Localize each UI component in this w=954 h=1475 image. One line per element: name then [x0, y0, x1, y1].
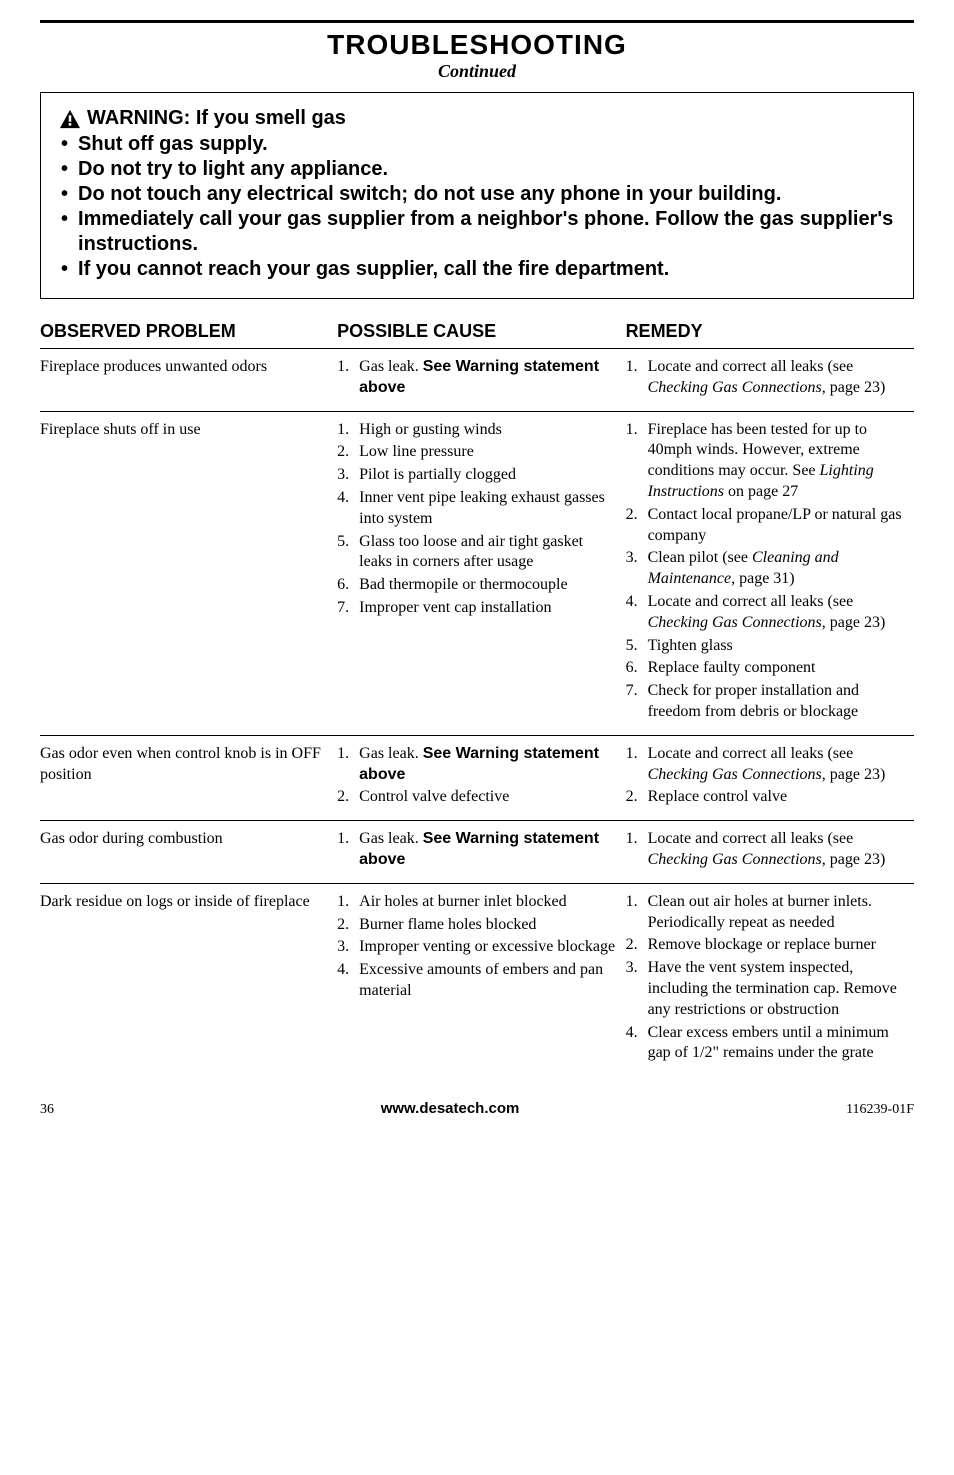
title-block: TROUBLESHOOTING Continued [40, 29, 914, 82]
warning-bullet: If you cannot reach your gas supplier, c… [59, 257, 895, 282]
warning-triangle-icon [59, 109, 81, 129]
remedy-item: Remove blockage or replace burner [626, 935, 914, 956]
remedy-item: Replace faulty component [626, 658, 914, 679]
table-row: Gas odor during combustionGas leak. See … [40, 820, 914, 883]
cause-item: Glass too loose and air tight gasket lea… [337, 532, 615, 574]
page-footer: 36 www.desatech.com 116239-01F [40, 1100, 914, 1118]
cause-item: High or gusting winds [337, 420, 615, 441]
remedy-cell: Locate and correct all leaks (see Checki… [626, 744, 914, 810]
cause-item: Improper vent cap installation [337, 598, 615, 619]
cause-item: Bad thermopile or thermocouple [337, 575, 615, 596]
cause-item: Air holes at burner inlet blocked [337, 892, 615, 913]
problem-cell: Gas odor during combustion [40, 829, 337, 873]
cause-item: Gas leak. See Warning statement above [337, 744, 615, 786]
table-row: Fireplace shuts off in useHigh or gustin… [40, 411, 914, 735]
page-number: 36 [40, 1102, 54, 1118]
remedy-item: Locate and correct all leaks (see Checki… [626, 357, 914, 399]
cause-cell: Gas leak. See Warning statement above [337, 829, 625, 873]
table-row: Gas odor even when control knob is in OF… [40, 735, 914, 820]
remedy-item: Replace control valve [626, 787, 914, 808]
cause-item: Gas leak. See Warning statement above [337, 357, 615, 399]
cause-item: Inner vent pipe leaking exhaust gasses i… [337, 488, 615, 530]
remedy-item: Check for proper installation and freedo… [626, 681, 914, 723]
remedy-item: Have the vent system inspected, includin… [626, 958, 914, 1020]
warning-bullet: Shut off gas supply. [59, 132, 895, 157]
table-header-row: OBSERVED PROBLEM POSSIBLE CAUSE REMEDY [40, 313, 914, 348]
troubleshooting-table-body: Fireplace produces unwanted odorsGas lea… [40, 348, 914, 1076]
subtitle: Continued [40, 61, 914, 82]
problem-cell: Gas odor even when control knob is in OF… [40, 744, 337, 810]
cause-cell: High or gusting windsLow line pressurePi… [337, 420, 625, 725]
remedy-item: Locate and correct all leaks (see Checki… [626, 829, 914, 871]
main-title: TROUBLESHOOTING [40, 29, 914, 61]
doc-number: 116239-01F [846, 1102, 914, 1118]
remedy-item: Locate and correct all leaks (see Checki… [626, 744, 914, 786]
problem-cell: Fireplace produces unwanted odors [40, 357, 337, 401]
cause-item: Pilot is partially clogged [337, 465, 615, 486]
cause-cell: Gas leak. See Warning statement above [337, 357, 625, 401]
warning-headline: WARNING: If you smell gas [59, 107, 895, 130]
remedy-item: Clean out air holes at burner inlets. Pe… [626, 892, 914, 934]
cause-item: Control valve defective [337, 787, 615, 808]
remedy-item: Clear excess embers until a minimum gap … [626, 1023, 914, 1065]
table-row: Fireplace produces unwanted odorsGas lea… [40, 348, 914, 411]
remedy-item: Locate and correct all leaks (see Checki… [626, 592, 914, 634]
remedy-item: Tighten glass [626, 636, 914, 657]
cause-item: Excessive amounts of embers and pan mate… [337, 960, 615, 1002]
warning-head-text: WARNING: If you smell gas [87, 107, 346, 130]
top-rule [40, 20, 914, 23]
problem-cell: Dark residue on logs or inside of firepl… [40, 892, 337, 1066]
warning-bullet: Do not try to light any appliance. [59, 157, 895, 182]
remedy-cell: Fireplace has been tested for up to 40mp… [626, 420, 914, 725]
cause-cell: Air holes at burner inlet blockedBurner … [337, 892, 625, 1066]
cause-item: Gas leak. See Warning statement above [337, 829, 615, 871]
remedy-item: Fireplace has been tested for up to 40mp… [626, 420, 914, 503]
problem-cell: Fireplace shuts off in use [40, 420, 337, 725]
remedy-cell: Locate and correct all leaks (see Checki… [626, 829, 914, 873]
warning-box: WARNING: If you smell gas Shut off gas s… [40, 92, 914, 299]
footer-url: www.desatech.com [381, 1100, 520, 1117]
warning-bullet: Do not touch any electrical switch; do n… [59, 182, 895, 207]
cause-item: Low line pressure [337, 442, 615, 463]
remedy-cell: Clean out air holes at burner inlets. Pe… [626, 892, 914, 1066]
remedy-item: Contact local propane/LP or natural gas … [626, 505, 914, 547]
col-header-problem: OBSERVED PROBLEM [40, 321, 337, 342]
warning-list: Shut off gas supply. Do not try to light… [59, 132, 895, 282]
table-row: Dark residue on logs or inside of firepl… [40, 883, 914, 1076]
cause-item: Burner flame holes blocked [337, 915, 615, 936]
remedy-cell: Locate and correct all leaks (see Checki… [626, 357, 914, 401]
warning-bullet: Immediately call your gas supplier from … [59, 207, 895, 257]
col-header-remedy: REMEDY [626, 321, 914, 342]
col-header-cause: POSSIBLE CAUSE [337, 321, 625, 342]
cause-cell: Gas leak. See Warning statement aboveCon… [337, 744, 625, 810]
remedy-item: Clean pilot (see Cleaning and Maintenanc… [626, 548, 914, 590]
cause-item: Improper venting or excessive blockage [337, 937, 615, 958]
